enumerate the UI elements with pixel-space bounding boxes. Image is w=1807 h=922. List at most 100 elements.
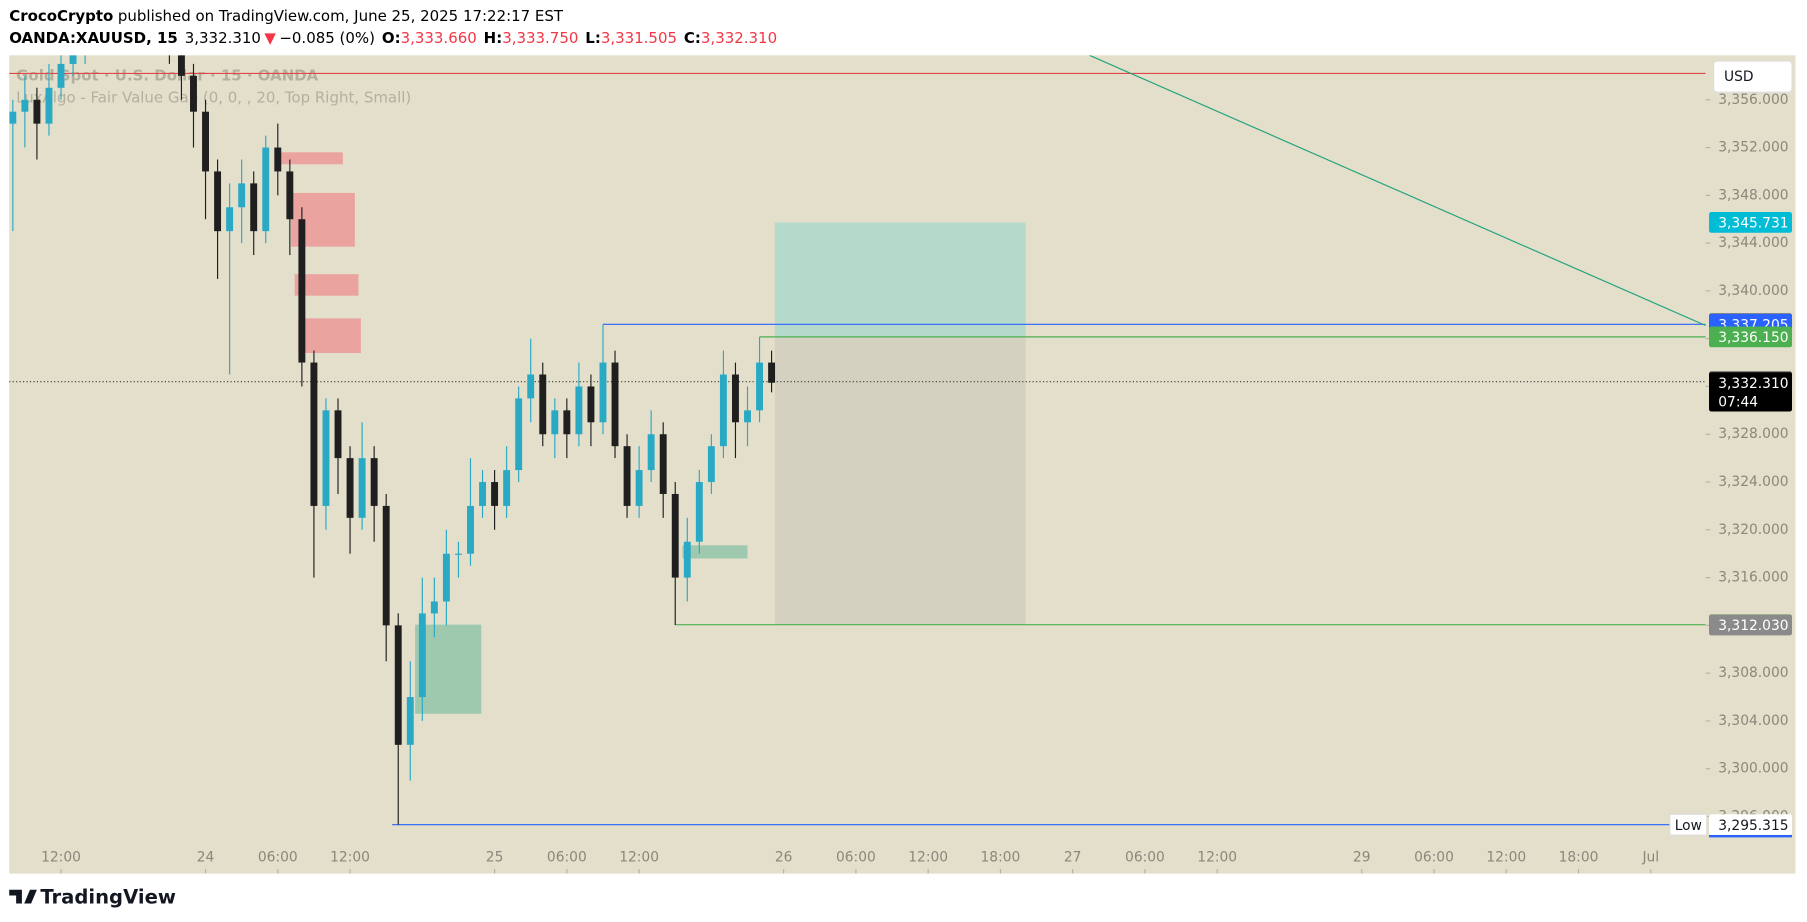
symbol: OANDA:XAUUSD, 15: [9, 29, 178, 47]
candle-body: [310, 362, 318, 506]
position-profit: [774, 222, 1026, 337]
candle-body: [744, 410, 751, 423]
y-tick-label: 3,304.000: [1718, 713, 1788, 729]
y-tick-label: 3,316.000: [1718, 570, 1788, 586]
candle-body: [202, 111, 209, 172]
ohlc-key: O:: [382, 29, 401, 47]
y-tick-label: 3,340.000: [1718, 283, 1788, 299]
candle-body: [503, 470, 511, 506]
candle-body: [491, 482, 499, 506]
y-tick-label: 3,328.000: [1718, 426, 1788, 442]
candle-body: [719, 374, 727, 447]
candle-body: [454, 553, 462, 555]
candle-body: [467, 505, 474, 554]
ohlc-value: 3,331.505: [601, 29, 677, 47]
fvg-zone: [298, 318, 361, 354]
x-tick-label: 12:00: [1197, 849, 1237, 865]
candle-body: [394, 625, 402, 745]
candle-body: [334, 410, 342, 459]
candle-body: [45, 87, 53, 124]
current-price-box: [1709, 372, 1793, 412]
fvg-zone: [682, 545, 748, 559]
author: CrocoCrypto: [9, 7, 113, 25]
candle-body: [442, 553, 450, 602]
candle-body: [406, 697, 414, 745]
fvg-zone: [415, 624, 482, 714]
y-tick-label: 3,324.000: [1718, 474, 1788, 490]
candle-body: [611, 362, 619, 447]
price-label: 3,345.731: [1718, 216, 1788, 232]
price-label-box: [1709, 814, 1793, 836]
ohlc-key: C:: [684, 29, 701, 47]
candle-body: [587, 386, 595, 423]
y-tick-label: 3,308.000: [1718, 665, 1788, 681]
candle-body: [707, 446, 715, 483]
candle-body: [539, 374, 547, 435]
candle-body: [635, 470, 643, 506]
ohlc-value: 3,333.660: [401, 29, 477, 47]
x-tick-label: 12:00: [908, 849, 948, 865]
x-tick-label: 29: [1353, 849, 1371, 865]
candle-body: [515, 398, 523, 471]
candle-body: [732, 374, 739, 423]
candle-body: [527, 374, 535, 399]
x-tick-label: 12:00: [1486, 849, 1526, 865]
price-label-box: [1709, 212, 1793, 233]
header-line-1: CrocoCrypto published on TradingView.com,…: [9, 7, 564, 25]
price-label: 3,336.150: [1718, 330, 1788, 346]
x-tick-label: 24: [197, 849, 215, 865]
candle-body: [33, 99, 41, 124]
candle-body: [370, 458, 378, 506]
y-tick-label: 3,300.000: [1718, 761, 1788, 777]
fvg-zone: [294, 274, 359, 296]
candle-body: [298, 219, 306, 363]
candle-body: [382, 505, 390, 626]
candle-body: [430, 601, 438, 614]
candle-body: [599, 362, 607, 423]
legend-symbol: Gold Spot · U.S. Dollar · 15 · OANDA: [16, 67, 319, 85]
candle-body: [563, 410, 571, 435]
price-label: 3,312.030: [1718, 618, 1788, 634]
currency-button[interactable]: [1713, 60, 1793, 93]
candle-body: [214, 171, 222, 232]
currency-label[interactable]: USD: [1724, 69, 1754, 85]
x-tick-label: 26: [775, 849, 793, 865]
candle-body: [177, 55, 185, 76]
candle-body: [551, 410, 559, 435]
candle-body: [479, 482, 486, 506]
x-tick-label: 25: [486, 849, 504, 865]
fvg-zone: [276, 152, 343, 165]
y-tick-label: 3,344.000: [1718, 235, 1788, 251]
y-tick-label: 3,352.000: [1718, 140, 1788, 156]
plot: [9, 55, 1706, 826]
candle-body: [262, 147, 270, 232]
x-tick-label: 06:00: [836, 849, 876, 865]
x-tick-label: 12:00: [41, 849, 81, 865]
candle-body: [250, 183, 258, 232]
x-tick-label: 06:00: [258, 849, 298, 865]
candle-body: [286, 171, 294, 220]
x-tick-label: 06:00: [1125, 849, 1165, 865]
candle-body: [322, 410, 330, 506]
candle-body: [671, 493, 679, 578]
x-tick-label: 12:00: [330, 849, 370, 865]
x-tick-label: 27: [1064, 849, 1082, 865]
price-tag: Low: [1675, 818, 1702, 834]
candle-body: [226, 207, 234, 232]
candle-body: [21, 99, 29, 112]
candle-body: [659, 434, 667, 494]
y-tick-label: 3,320.000: [1718, 522, 1788, 538]
y-tick-label: 3,356.000: [1718, 92, 1788, 108]
logo-mark: [9, 889, 37, 904]
ohlc-key: H:: [484, 29, 503, 47]
price-label: 3,295.315: [1718, 818, 1788, 834]
ohlc-key: L:: [585, 29, 601, 47]
x-tick-label: 06:00: [1414, 849, 1454, 865]
candle-body: [756, 362, 764, 411]
candle-body: [695, 482, 703, 542]
x-tick-label: 18:00: [1559, 849, 1599, 865]
candle-body: [274, 147, 282, 172]
candle-body: [647, 434, 655, 471]
